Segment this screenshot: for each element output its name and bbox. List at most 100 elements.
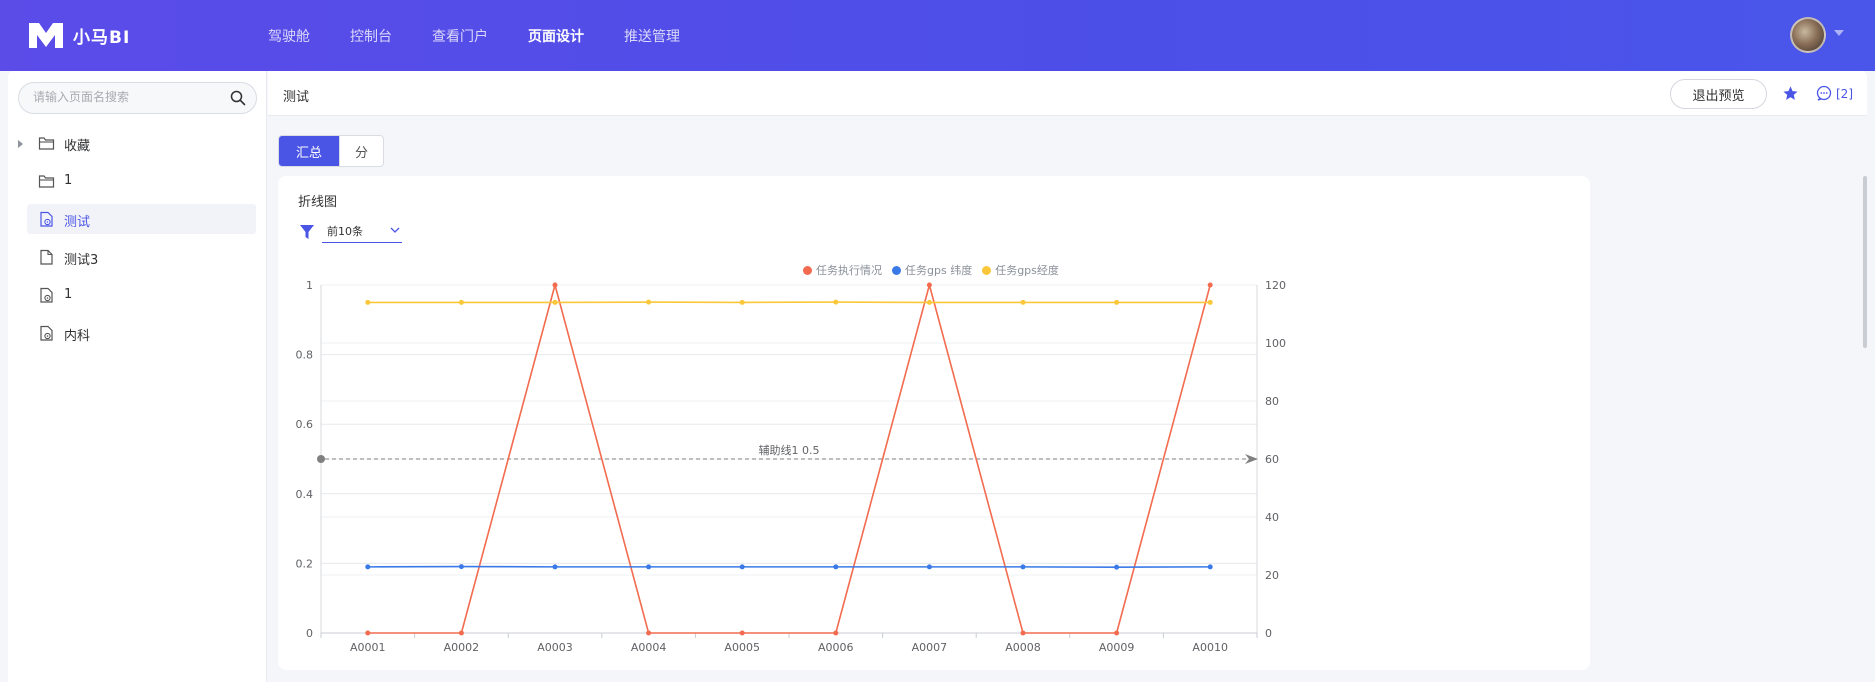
series-2-point[interactable] [365, 299, 371, 305]
series-1-point[interactable] [646, 564, 652, 570]
legend-item-1[interactable]: 任务gps 纬度 [892, 262, 972, 278]
series-1-point[interactable] [739, 564, 745, 570]
page-settings-icon [40, 287, 53, 303]
filter-icon[interactable] [299, 224, 315, 240]
series-2-point[interactable] [739, 299, 745, 305]
chevron-down-icon [390, 227, 400, 233]
search-box [18, 82, 257, 114]
sidebar-item-label: 测试3 [64, 253, 99, 268]
sidebar-item-label: 测试 [64, 215, 91, 230]
series-1-point[interactable] [365, 564, 371, 570]
search-input[interactable] [33, 90, 223, 104]
y-left-tick-label: 0.8 [296, 349, 314, 362]
y-right-tick-label: 0 [1265, 627, 1272, 640]
series-0-point[interactable] [1207, 282, 1213, 288]
series-2-point[interactable] [926, 299, 932, 305]
comment-icon[interactable] [1816, 85, 1832, 101]
x-tick-label: A0004 [631, 641, 667, 654]
sidebar-item-2[interactable]: 测试 [8, 204, 267, 234]
caret-right-icon[interactable] [18, 140, 23, 148]
search-icon[interactable] [230, 90, 246, 106]
series-2-point[interactable] [552, 299, 558, 305]
series-1-point[interactable] [1020, 564, 1026, 570]
nav-item-4[interactable]: 推送管理 [624, 28, 680, 45]
series-0-point[interactable] [458, 630, 464, 636]
sidebar-item-label: 1 [64, 173, 73, 188]
sidebar-item-label: 1 [64, 287, 73, 302]
y-right-tick-label: 120 [1265, 279, 1286, 292]
legend-item-2[interactable]: 任务gps经度 [982, 262, 1059, 278]
series-0-point[interactable] [926, 282, 932, 288]
top-n-select[interactable]: 前10条 [322, 218, 402, 243]
nav-item-1[interactable]: 控制台 [350, 28, 392, 45]
page-tree: 收藏 1 测试测试3 1 内科 [8, 128, 267, 356]
series-1-point[interactable] [552, 564, 558, 570]
mark-line-start [317, 455, 325, 463]
y-left-tick-label: 0.4 [296, 488, 314, 501]
y-left-tick-label: 0.2 [296, 557, 314, 570]
series-0-point[interactable] [1020, 630, 1026, 636]
series-line-0 [367, 281, 1211, 634]
legend-item-0[interactable]: 任务执行情况 [803, 262, 882, 278]
page-header: 测试 退出预览 [2] [268, 71, 1867, 116]
legend-dot [892, 265, 901, 275]
series-0-point[interactable] [1114, 630, 1120, 636]
page-settings-icon [40, 325, 53, 341]
series-0-point[interactable] [552, 282, 558, 288]
card-title: 折线图 [298, 195, 338, 210]
series-0-point[interactable] [739, 630, 745, 636]
series-1-point[interactable] [926, 564, 932, 570]
tab-1[interactable]: 分 [339, 136, 383, 166]
tab-0[interactable]: 汇总 [279, 136, 339, 166]
series-2-point[interactable] [458, 299, 464, 305]
view-tabs: 汇总分 [278, 135, 384, 167]
series-1-point[interactable] [1207, 564, 1213, 570]
star-icon[interactable] [1782, 85, 1799, 102]
series-0-point[interactable] [646, 630, 652, 636]
sidebar-item-3[interactable]: 测试3 [8, 242, 267, 272]
sidebar-item-5[interactable]: 内科 [8, 318, 267, 348]
series-2-point[interactable] [1114, 299, 1120, 305]
series-2-point[interactable] [646, 299, 652, 305]
series-line-1 [367, 565, 1211, 568]
avatar[interactable] [1790, 17, 1826, 53]
y-left-tick-label: 0 [306, 627, 313, 640]
sidebar-item-4[interactable]: 1 [8, 280, 267, 310]
app-logo[interactable]: 小马BI [27, 20, 130, 50]
x-tick-label: A0007 [912, 641, 948, 654]
active-highlight [27, 204, 256, 234]
series-0-point[interactable] [365, 630, 371, 636]
nav-item-0[interactable]: 驾驶舱 [268, 28, 310, 45]
mark-line-label: 辅助线1 0.5 [759, 443, 820, 457]
top-n-value: 前10条 [327, 225, 363, 238]
y-right-tick-label: 20 [1265, 569, 1279, 582]
series-1-point[interactable] [458, 564, 464, 570]
nav-item-3[interactable]: 页面设计 [528, 28, 584, 45]
chevron-down-icon[interactable] [1834, 30, 1844, 36]
series-1-point[interactable] [1114, 564, 1120, 570]
chart-legend: 任务执行情况 任务gps 纬度 任务gps经度 [803, 262, 1069, 278]
series-0-point[interactable] [833, 630, 839, 636]
scrollbar[interactable] [1863, 176, 1867, 348]
logo-icon [29, 23, 63, 48]
series-2-point[interactable] [1020, 299, 1026, 305]
line-chart: A0001 A0002 A0003 A0004 A0005 A0006 A0007 A0008… [296, 279, 1287, 654]
series-2-point[interactable] [833, 299, 839, 305]
series-2-point[interactable] [1207, 299, 1213, 305]
top-navbar: 小马BI 驾驶舱 控制台 查看门户 页面设计 推送管理 [0, 0, 1875, 71]
x-tick-label: A0009 [1099, 641, 1135, 654]
sidebar-item-1[interactable]: 1 [8, 166, 267, 196]
y-left-tick-label: 1 [306, 279, 313, 292]
series-1-point[interactable] [833, 564, 839, 570]
legend-dot [982, 265, 992, 275]
nav-item-2[interactable]: 查看门户 [432, 28, 488, 45]
exit-preview-button[interactable]: 退出预览 [1670, 79, 1767, 109]
y-right-tick-label: 40 [1265, 511, 1279, 524]
sidebar-item-0[interactable]: 收藏 [8, 128, 267, 158]
x-tick-label: A0008 [1005, 641, 1041, 654]
x-tick-label: A0010 [1192, 641, 1228, 654]
chart-card: 折线图 前10条 任务执行情况 任务gps 纬度 任务gps经度 [278, 176, 1590, 670]
y-right-tick-label: 100 [1265, 337, 1286, 350]
x-tick-label: A0003 [537, 641, 573, 654]
comment-count[interactable]: [2] [1836, 87, 1853, 101]
